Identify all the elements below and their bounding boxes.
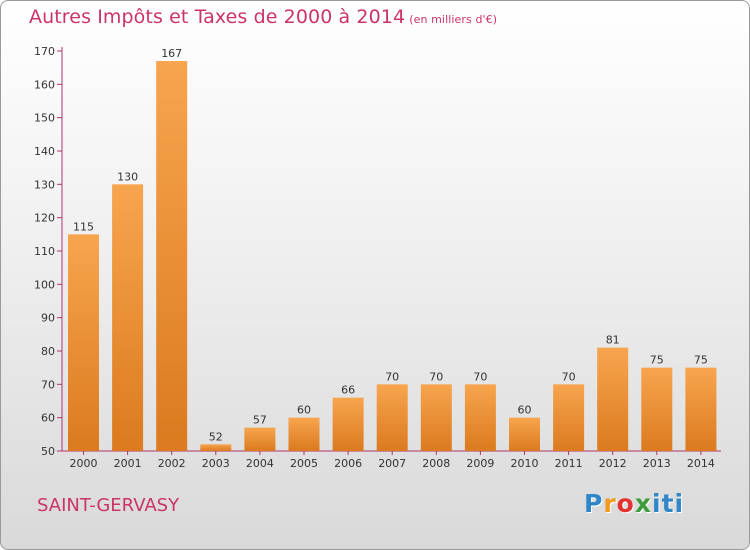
data-label-2005: 60 [297,404,311,417]
x-tick-label-2001: 2001 [114,457,142,470]
bar-2014 [685,367,717,451]
bar-2002 [156,61,188,451]
data-label-2014: 75 [694,354,708,367]
data-label-2006: 66 [341,384,355,397]
data-label-2002: 167 [161,47,182,60]
y-tick-label: 150 [34,112,55,125]
y-tick-label: 100 [34,278,55,291]
data-label-2011: 70 [562,370,576,383]
bar-2003 [200,444,232,451]
chart-subtitle: (en milliers d'€) [409,13,498,26]
x-tick-label-2002: 2002 [158,457,186,470]
data-label-2000: 115 [73,220,94,233]
x-tick-label-2013: 2013 [643,457,671,470]
data-label-2004: 57 [253,414,267,427]
y-tick-label: 110 [34,245,55,258]
bar-2005 [288,417,320,451]
bar-2013 [641,367,673,451]
data-label-2001: 130 [117,170,138,183]
data-label-2012: 81 [606,334,620,347]
bar-2008 [420,384,452,451]
bar-2004 [244,427,276,451]
bar-2012 [597,347,629,451]
x-tick-label-2004: 2004 [246,457,274,470]
x-tick-label-2003: 2003 [202,457,230,470]
y-tick-label: 70 [41,378,55,391]
x-tick-label-2000: 2000 [70,457,98,470]
data-label-2013: 75 [650,354,664,367]
bar-2001 [112,184,144,452]
x-tick-label-2005: 2005 [290,457,318,470]
data-label-2010: 60 [518,404,532,417]
y-tick-label: 170 [34,45,55,58]
x-tick-label-2006: 2006 [334,457,362,470]
place-name: SAINT-GERVASY [37,495,180,516]
y-tick-label: 90 [41,312,55,325]
x-tick-label-2014: 2014 [687,457,715,470]
proxiti-logo: Proxiti [584,489,685,518]
y-tick-label: 160 [34,78,55,91]
y-tick-label: 140 [34,145,55,158]
data-label-2007: 70 [385,370,399,383]
bar-2011 [553,384,585,451]
y-tick-label: 80 [41,345,55,358]
x-tick-label-2012: 2012 [599,457,627,470]
bar-2010 [509,417,540,451]
bar-2000 [68,234,99,451]
data-label-2003: 52 [209,430,223,443]
bar-2007 [376,384,408,451]
y-tick-label: 60 [41,412,55,425]
x-tick-label-2010: 2010 [511,457,539,470]
bar-2009 [464,384,496,451]
data-label-2009: 70 [473,370,487,383]
y-tick-label: 130 [34,178,55,191]
y-tick-label: 50 [41,445,55,458]
x-tick-label-2007: 2007 [378,457,406,470]
chart-title-text: Autres Impôts et Taxes de 2000 à 2014 [29,6,406,28]
x-tick-label-2011: 2011 [555,457,583,470]
x-tick-label-2008: 2008 [422,457,450,470]
bar-2006 [332,397,364,451]
y-tick-label: 120 [34,212,55,225]
chart-title: Autres Impôts et Taxes de 2000 à 2014 (en… [29,6,497,28]
x-tick-label-2009: 2009 [466,457,494,470]
data-label-2008: 70 [429,370,443,383]
